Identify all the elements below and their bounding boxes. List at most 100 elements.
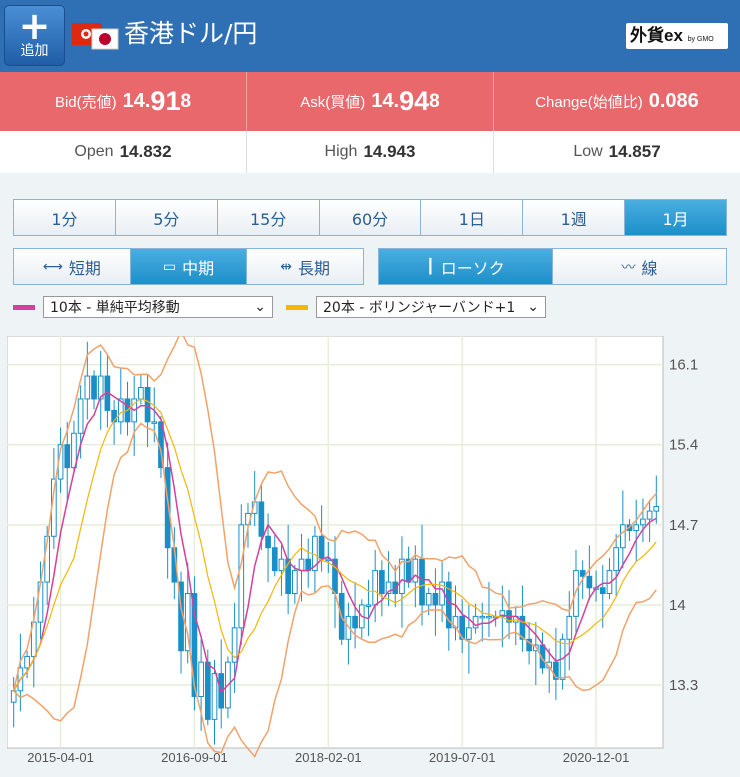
candle-body [211,673,218,720]
range-short-button[interactable]: ⟷ 短期 [14,249,131,284]
candle-body [204,661,211,720]
ask-value-pips: 94 [399,86,430,116]
bb-mid-line [13,398,657,692]
candle-body [24,655,30,669]
candle-body [258,501,265,537]
candle-body [586,575,593,589]
sma-select-label: 10本 - 単純平均移動 [50,300,180,316]
candle-body [526,638,532,652]
range-long-button[interactable]: ⇹ 長期 [247,249,364,284]
bid-cell: Bid(売値) 14. 91 8 [0,72,247,131]
tab-1min[interactable]: 1分 [14,200,116,235]
tab-60min[interactable]: 60分 [319,200,422,235]
candle-body [238,524,245,629]
bid-value-int: 14. [122,90,151,112]
sma-line [13,391,657,694]
bb-select-label: 20本 - ボリンジャーバンド+1 [323,300,516,316]
candle-body [138,387,144,400]
candle-body [64,444,71,469]
price-chart-svg: 2015-04-01 2016-09-01 2018-02-01 2019-07-01… [6,329,698,765]
candle-body [579,570,586,577]
candle-label: ローソク [440,258,505,278]
tab-1day[interactable]: 1日 [421,200,524,235]
y-tick-label: 14 [669,597,686,614]
sma-select[interactable]: 10本 - 単純平均移動 ⌄ [43,296,273,318]
x-tick-label: 2016-09-01 [161,750,228,765]
candle-body [278,558,285,572]
tab-5min[interactable]: 5分 [115,200,218,235]
page-title: 香港ドル/円 [124,19,258,48]
x-tick-label: 2020-12-01 [563,750,630,765]
sma-color-swatch [13,304,35,310]
candlestick-icon: ┃ [426,258,435,275]
candle-body [486,615,492,619]
tab-1month[interactable]: 1月 [625,200,727,235]
bid-label: Bid(売値) [54,94,117,111]
candle-body [271,547,278,572]
ask-value-frac: 8 [429,90,440,112]
candle-body [479,615,486,619]
candle-button[interactable]: ┃ ローソク [379,249,553,284]
candle-body [445,581,452,629]
candle-body [265,535,271,549]
candle-body [466,627,472,640]
candle-body [285,558,291,595]
candle-body [425,593,432,606]
ask-cell: Ask(買値) 14. 94 8 [247,72,494,131]
candle-body [499,610,506,617]
tab-15min[interactable]: 15分 [217,200,320,235]
brand-logo-text: 外貨ex [630,26,683,45]
bb-lower-line [13,422,657,758]
candle-body [399,558,405,595]
candle-body [164,467,171,549]
y-tick-label: 14.7 [669,517,698,534]
candle-body [151,421,158,424]
candle-body [352,615,358,629]
bb-select[interactable]: 20本 - ボリンジャーバンド+1 ⌄ [316,296,546,318]
candle-body [198,661,204,697]
bid-value-pips: 91 [150,86,181,116]
candle-body [599,587,606,594]
price-chart[interactable]: 2015-04-01 2016-09-01 2018-02-01 2019-07-01… [6,329,734,768]
candle-body [379,570,385,595]
candle-body [633,524,640,532]
candle-body [613,547,619,572]
candle-body [459,615,466,640]
line-chart-icon: 〰 [621,259,636,276]
low-value: 14.857 [608,142,661,161]
candle-body [419,558,425,606]
candle-body [77,398,84,434]
range-mid-button[interactable]: ▭ 中期 [130,249,248,284]
x-tick-label: 2018-02-01 [295,750,362,765]
candle-body [640,518,646,526]
candle-body [653,506,660,512]
open-cell: Open 14.832 [0,131,247,173]
bb-upper-line [12,329,657,691]
y-tick-label: 16.1 [669,357,698,374]
candle-body [372,570,379,606]
candle-body [231,627,238,663]
bid-value-frac: 8 [180,90,192,112]
currency-flags-icon [72,23,119,50]
x-tick-label: 2015-04-01 [27,750,94,765]
long-range-icon: ⇹ [280,258,293,275]
candle-body [318,535,325,560]
tab-1week[interactable]: 1週 [523,200,626,235]
candle-body [144,387,151,423]
bb-indicator: 20本 - ボリンジャーバンド+1 ⌄ [286,296,546,318]
brand-logo-sub: by GMO [687,36,714,43]
candle-body [84,375,91,400]
high-cell: High 14.943 [247,131,494,173]
candle-body [184,593,191,652]
range-mid-label: 中期 [182,258,215,278]
candle-body [97,375,104,400]
line-button[interactable]: 〰線 [553,249,726,284]
candle-body [91,375,97,400]
add-button[interactable]: + 追加 [4,5,65,66]
open-label: Open [74,143,114,160]
sma-indicator: 10本 - 単純平均移動 ⌄ [13,296,273,318]
range-tabs: ⟷ 短期 ▭ 中期 ⇹ 長期 [13,248,364,285]
plus-icon: + [18,4,51,48]
high-value: 14.943 [363,142,416,161]
candle-body [71,432,77,469]
